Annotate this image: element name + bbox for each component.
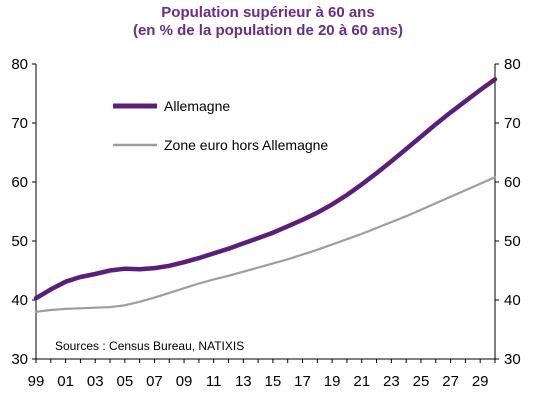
x-tick-label: 13 <box>235 373 252 390</box>
series-line-zone-euro <box>34 176 497 313</box>
y-tick-label-left: 50 <box>11 233 28 250</box>
x-tick-label: 19 <box>324 373 341 390</box>
legend-label-allemagne: Allemagne <box>164 98 230 114</box>
x-tick-label: 01 <box>57 373 74 390</box>
x-tick-label: 27 <box>442 373 459 390</box>
y-tick-label-right: 80 <box>504 56 521 73</box>
y-tick-label-right: 50 <box>504 233 521 250</box>
y-tick-label-left: 30 <box>11 351 28 368</box>
legend-label-zone-euro: Zone euro hors Allemagne <box>164 137 328 153</box>
y-tick-label-left: 70 <box>11 115 28 132</box>
y-tick-label-right: 60 <box>504 174 521 191</box>
series-layer <box>33 77 498 313</box>
y-tick-label-right: 40 <box>504 292 521 309</box>
x-tick-label: 25 <box>413 373 430 390</box>
x-tick-label: 17 <box>294 373 311 390</box>
x-tick-label: 15 <box>265 373 282 390</box>
chart-title: Population supérieur à 60 ans <box>161 4 374 21</box>
x-tick-label: 11 <box>206 373 222 390</box>
y-tick-label-left: 40 <box>11 292 28 309</box>
legend: Allemagne Zone euro hors Allemagne <box>113 98 328 153</box>
y-tick-label-left: 60 <box>11 174 28 191</box>
x-tick-label: 21 <box>353 373 370 390</box>
plot-area: 30 30 40 40 50 50 60 60 70 70 80 80 99 01 03 05 07 09 11 1… <box>11 56 520 390</box>
source-note: Sources : Census Bureau, NATIXIS <box>55 339 244 353</box>
y-ticks: 30 30 40 40 50 50 60 60 70 70 80 80 <box>11 56 520 368</box>
y-tick-label-right: 70 <box>504 115 521 132</box>
x-tick-label: 29 <box>472 373 489 390</box>
x-tick-label: 99 <box>28 373 45 390</box>
y-tick-label-right: 30 <box>504 351 521 368</box>
x-tick-label: 23 <box>383 373 400 390</box>
chart-subtitle: (en % de la population de 20 à 60 ans) <box>133 22 403 39</box>
y-tick-label-left: 80 <box>11 56 28 73</box>
series-line-allemagne <box>33 77 498 301</box>
x-tick-label: 09 <box>176 373 193 390</box>
x-tick-label: 07 <box>146 373 163 390</box>
x-tick-label: 03 <box>87 373 104 390</box>
x-tick-label: 05 <box>116 373 133 390</box>
x-ticks: 99 01 03 05 07 09 11 13 15 17 19 21 23 25 27 29 <box>28 359 496 390</box>
